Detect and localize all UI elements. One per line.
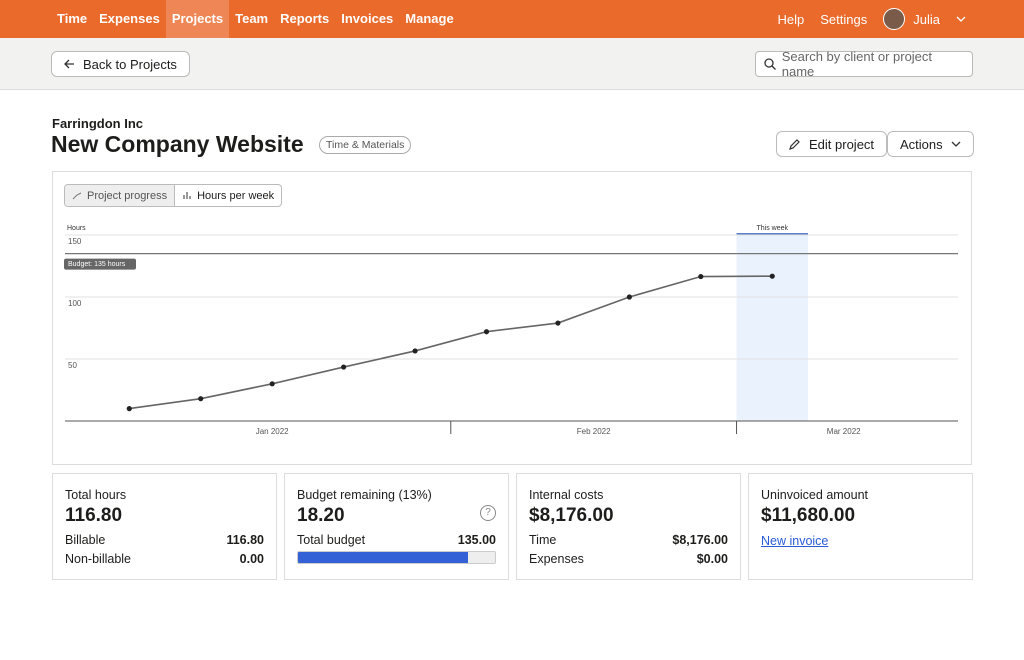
user-name[interactable]: Julia xyxy=(913,11,940,27)
card-row: Billable 116.80 xyxy=(65,533,264,547)
help-icon[interactable]: ? xyxy=(480,505,496,521)
card-row: Expenses $0.00 xyxy=(529,552,728,566)
back-button[interactable]: Back to Projects xyxy=(51,51,190,77)
nav-item[interactable]: Team xyxy=(235,11,269,26)
card-value: 116.80 xyxy=(65,505,123,526)
card-row: Time $8,176.00 xyxy=(529,533,728,547)
card-value: $11,680.00 xyxy=(761,505,856,526)
edit-label: Edit project xyxy=(809,136,875,152)
search-icon xyxy=(764,58,776,70)
avatar[interactable] xyxy=(883,8,906,30)
card-value: 18.20 xyxy=(297,505,345,526)
line-icon xyxy=(72,192,82,199)
search-input[interactable]: Search by client or project name xyxy=(755,49,973,79)
stat-card: Total hours 116.80 Billable 116.80 Non-billa… xyxy=(52,473,277,580)
card-title: Internal costs xyxy=(529,488,604,502)
card-title: Uninvoiced amount xyxy=(761,488,869,502)
chart-tabs: Project progress Hours per week xyxy=(64,184,283,207)
card-title: Budget remaining (13%) xyxy=(297,488,432,502)
chart-panel xyxy=(52,171,972,465)
stat-card: Internal costs $8,176.00 Time $8,176.00 Expe… xyxy=(516,473,741,580)
nav-link[interactable]: Settings xyxy=(820,11,868,27)
client-name: Farringdon Inc xyxy=(52,116,143,131)
stat-card: Budget remaining (13%) 18.20 Total budget 1… xyxy=(284,473,509,580)
nav-right: Help Settings Julia xyxy=(778,0,966,38)
project-title: New Company Website xyxy=(51,131,304,157)
progress-fill xyxy=(298,552,469,563)
pencil-icon xyxy=(789,139,800,150)
card-value: $8,176.00 xyxy=(529,505,614,526)
row-label: Billable xyxy=(65,533,106,547)
row-value: 116.80 xyxy=(226,533,264,547)
nav-item[interactable]: Manage xyxy=(405,11,454,26)
row-label: Time xyxy=(529,533,557,547)
nav-item[interactable]: Time xyxy=(57,11,88,26)
tab-label: Project progress xyxy=(87,189,168,202)
row-value: $0.00 xyxy=(696,552,728,566)
progress-bar xyxy=(297,551,496,564)
row-value: $8,176.00 xyxy=(672,533,728,547)
edit-button[interactable]: Edit project xyxy=(776,131,888,157)
bars-icon xyxy=(183,192,191,199)
top-nav: Time Expenses Projects Team Reports Invoices M… xyxy=(0,0,1024,38)
stat-card: Uninvoiced amount $11,680.00 New invoice xyxy=(748,473,973,580)
tab[interactable]: Hours per week xyxy=(175,185,281,206)
card-row: Non-billable 0.00 xyxy=(65,552,264,566)
card-title: Total hours xyxy=(65,488,127,502)
row-value: 135.00 xyxy=(457,533,496,547)
row-label: Total budget xyxy=(297,533,366,547)
back-label: Back to Projects xyxy=(83,56,177,72)
tab[interactable]: Project progress xyxy=(65,185,176,206)
tab-label: Hours per week xyxy=(197,189,275,202)
row-label: Non-billable xyxy=(65,552,132,566)
nav-item[interactable]: Reports xyxy=(280,11,330,26)
nav-item[interactable]: Projects xyxy=(165,0,230,38)
card-row: Total budget 135.00 xyxy=(297,533,496,547)
nav-link[interactable]: Help xyxy=(777,11,805,27)
toolbar: Back to Projects Search by client or pro… xyxy=(0,38,1024,90)
nav-item[interactable]: Expenses xyxy=(99,11,160,26)
actions-label: Actions xyxy=(900,136,943,152)
arrow-icon xyxy=(64,59,74,69)
search-placeholder: Search by client or project name xyxy=(781,49,933,79)
chevron xyxy=(956,16,966,22)
row-value: 0.00 xyxy=(239,552,264,566)
chevron xyxy=(951,141,961,147)
project-tag: Time & Materials xyxy=(319,136,412,154)
nav-items: Time Expenses Projects Team Reports Invoices M… xyxy=(51,0,460,38)
nav-item[interactable]: Invoices xyxy=(341,11,394,26)
card-link[interactable]: New invoice xyxy=(761,534,829,548)
row-label: Expenses xyxy=(529,552,584,566)
actions-button[interactable]: Actions xyxy=(887,131,974,157)
